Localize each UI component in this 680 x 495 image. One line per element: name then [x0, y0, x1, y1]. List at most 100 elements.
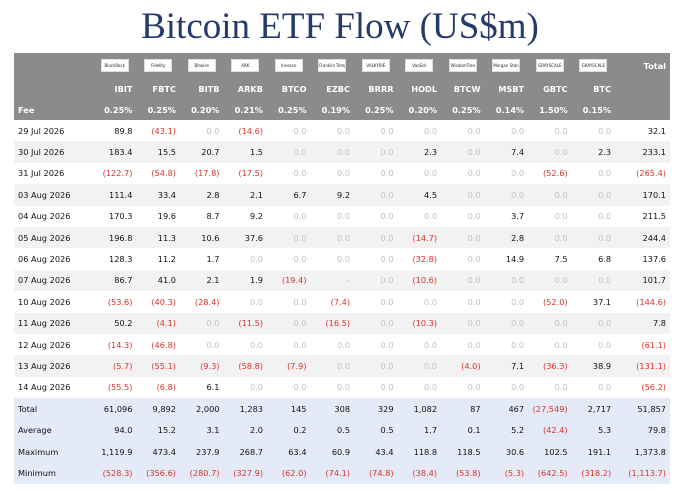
issuer-logo: GRAYSCALE: [579, 59, 608, 72]
summary-cell: 118.5: [441, 440, 485, 463]
flow-cell: 196.8: [92, 226, 137, 249]
flow-cell: 0.0: [179, 333, 224, 356]
summary-cell: 5.3: [571, 419, 616, 441]
flow-cell: 89.8: [92, 120, 137, 142]
issuer-logo: GRAYSCALE: [535, 59, 564, 72]
summary-cell: 5.2: [484, 419, 529, 441]
summary-total-cell: 51,857: [615, 398, 670, 420]
flow-cell: (54.8): [136, 162, 180, 185]
table-row: 06 Aug 2026 128.3 11.2 1.7 0.0 0.0 0.0 0.0 (32.8…: [14, 248, 670, 270]
flow-cell: (40.3): [136, 291, 180, 313]
flow-cell: 0.0: [441, 120, 485, 142]
flow-cell: 0.0: [528, 269, 572, 292]
flow-cell: (10.6): [397, 269, 442, 292]
fee-value: 0.21%: [223, 99, 268, 120]
flow-cell: 0.0: [310, 141, 355, 163]
flow-cell: (4.1): [136, 312, 180, 334]
ticker-header: BITB: [179, 78, 224, 99]
flow-cell: 3.7: [484, 205, 529, 227]
fee-value: 0.20%: [397, 99, 442, 120]
flow-cell: 4.5: [397, 184, 442, 206]
flow-cell: 0.0: [310, 248, 355, 270]
issuer-logo-cell: Fidelity: [136, 53, 180, 78]
ticker-header: IBIT: [92, 78, 137, 99]
ticker-header: EZBC: [310, 78, 355, 99]
flow-cell: (36.3): [528, 355, 572, 377]
flow-cell: 0.0: [441, 269, 485, 292]
summary-cell: 1.7: [397, 419, 442, 441]
date-cell: 05 Aug 2026: [14, 226, 93, 249]
issuer-logo-row: BlackRock Fidelity Bitwise ARK Invesco Frankl…: [14, 53, 670, 78]
flow-cell: 0.0: [528, 376, 572, 399]
flow-cell: (28.4): [179, 291, 224, 313]
flow-cell: 0.0: [528, 312, 572, 334]
flow-cell: (58.8): [223, 355, 268, 377]
summary-cell: (318.2): [571, 462, 616, 484]
issuer-logo-cell: VanEck: [397, 53, 442, 78]
summary-total-cell: (1,113.7): [615, 462, 670, 484]
flow-cell: 0.0: [354, 226, 398, 249]
summary-cell: 61,096: [92, 398, 137, 420]
flow-cell: 10.6: [179, 226, 224, 249]
row-total-cell: 170.1: [615, 184, 670, 206]
summary-cell: (5.3): [484, 462, 529, 484]
flow-cell: 0.0: [267, 291, 311, 313]
summary-cell: 15.2: [136, 419, 180, 441]
table-row: 12 Aug 2026 (14.3) (46.8) 0.0 0.0 0.0 0.0 0.0 0.…: [14, 333, 670, 356]
flow-cell: 0.0: [267, 312, 311, 334]
flow-cell: 0.0: [310, 226, 355, 249]
issuer-logo: VALKYRIE: [361, 59, 390, 72]
flow-cell: 170.3: [92, 205, 137, 227]
issuer-logo-cell: ARK: [223, 53, 268, 78]
flow-cell: 0.0: [484, 269, 529, 292]
summary-cell: 118.8: [397, 440, 442, 463]
summary-cell: (27,549): [528, 398, 572, 420]
flow-cell: 0.0: [223, 333, 268, 356]
date-cell: 12 Aug 2026: [14, 333, 93, 356]
issuer-logo: WisdomTree: [448, 59, 477, 72]
summary-cell: 0.2: [267, 419, 311, 441]
table-body: 29 Jul 2026 89.8 (43.1) 0.0 (14.6) 0.0 0.0 0.0 0…: [14, 120, 670, 399]
summary-cell: (74.8): [354, 462, 398, 484]
flow-cell: 0.0: [267, 376, 311, 399]
ticker-header: BRRR: [354, 78, 398, 99]
issuer-logo-cell: Morgan Stanley: [484, 53, 529, 78]
date-cell: 30 Jul 2026: [14, 141, 93, 163]
summary-cell: (327.9): [223, 462, 268, 484]
flow-cell: 0.0: [571, 120, 616, 142]
summary-cell: 43.4: [354, 440, 398, 463]
flow-cell: 6.7: [267, 184, 311, 206]
flow-cell: 0.0: [354, 312, 398, 334]
table-row: 29 Jul 2026 89.8 (43.1) 0.0 (14.6) 0.0 0.0 0.0 0…: [14, 120, 670, 142]
flow-cell: 37.6: [223, 226, 268, 249]
summary-cell: 63.4: [267, 440, 311, 463]
flow-cell: 0.0: [571, 333, 616, 356]
flow-cell: 11.2: [136, 248, 180, 270]
summary-cell: 1,283: [223, 398, 268, 420]
row-total-cell: (144.6): [615, 291, 670, 313]
flow-cell: (17.5): [223, 162, 268, 185]
flow-cell: 0.0: [354, 120, 398, 142]
flow-cell: 111.4: [92, 184, 137, 206]
flow-cell: 0.0: [528, 141, 572, 163]
flow-cell: 128.3: [92, 248, 137, 270]
header-blank-cell: [615, 78, 670, 99]
flow-cell: 0.0: [310, 120, 355, 142]
row-total-cell: 101.7: [615, 269, 670, 292]
issuer-logo: Bitwise: [187, 59, 216, 72]
flow-cell: 0.0: [397, 333, 442, 356]
flow-cell: 7.5: [528, 248, 572, 270]
fee-value: 0.25%: [354, 99, 398, 120]
flow-cell: 0.0: [528, 333, 572, 356]
flow-cell: 0.0: [528, 184, 572, 206]
flow-cell: 0.0: [397, 120, 442, 142]
fee-value: 0.14%: [484, 99, 529, 120]
flow-cell: (4.0): [441, 355, 485, 377]
summary-cell: (528.3): [92, 462, 137, 484]
row-total-cell: (61.1): [615, 333, 670, 356]
summary-cell: (642.5): [528, 462, 572, 484]
summary-label: Maximum: [14, 440, 93, 463]
flow-cell: 0.0: [310, 355, 355, 377]
summary-cell: 102.5: [528, 440, 572, 463]
flow-cell: (9.3): [179, 355, 224, 377]
